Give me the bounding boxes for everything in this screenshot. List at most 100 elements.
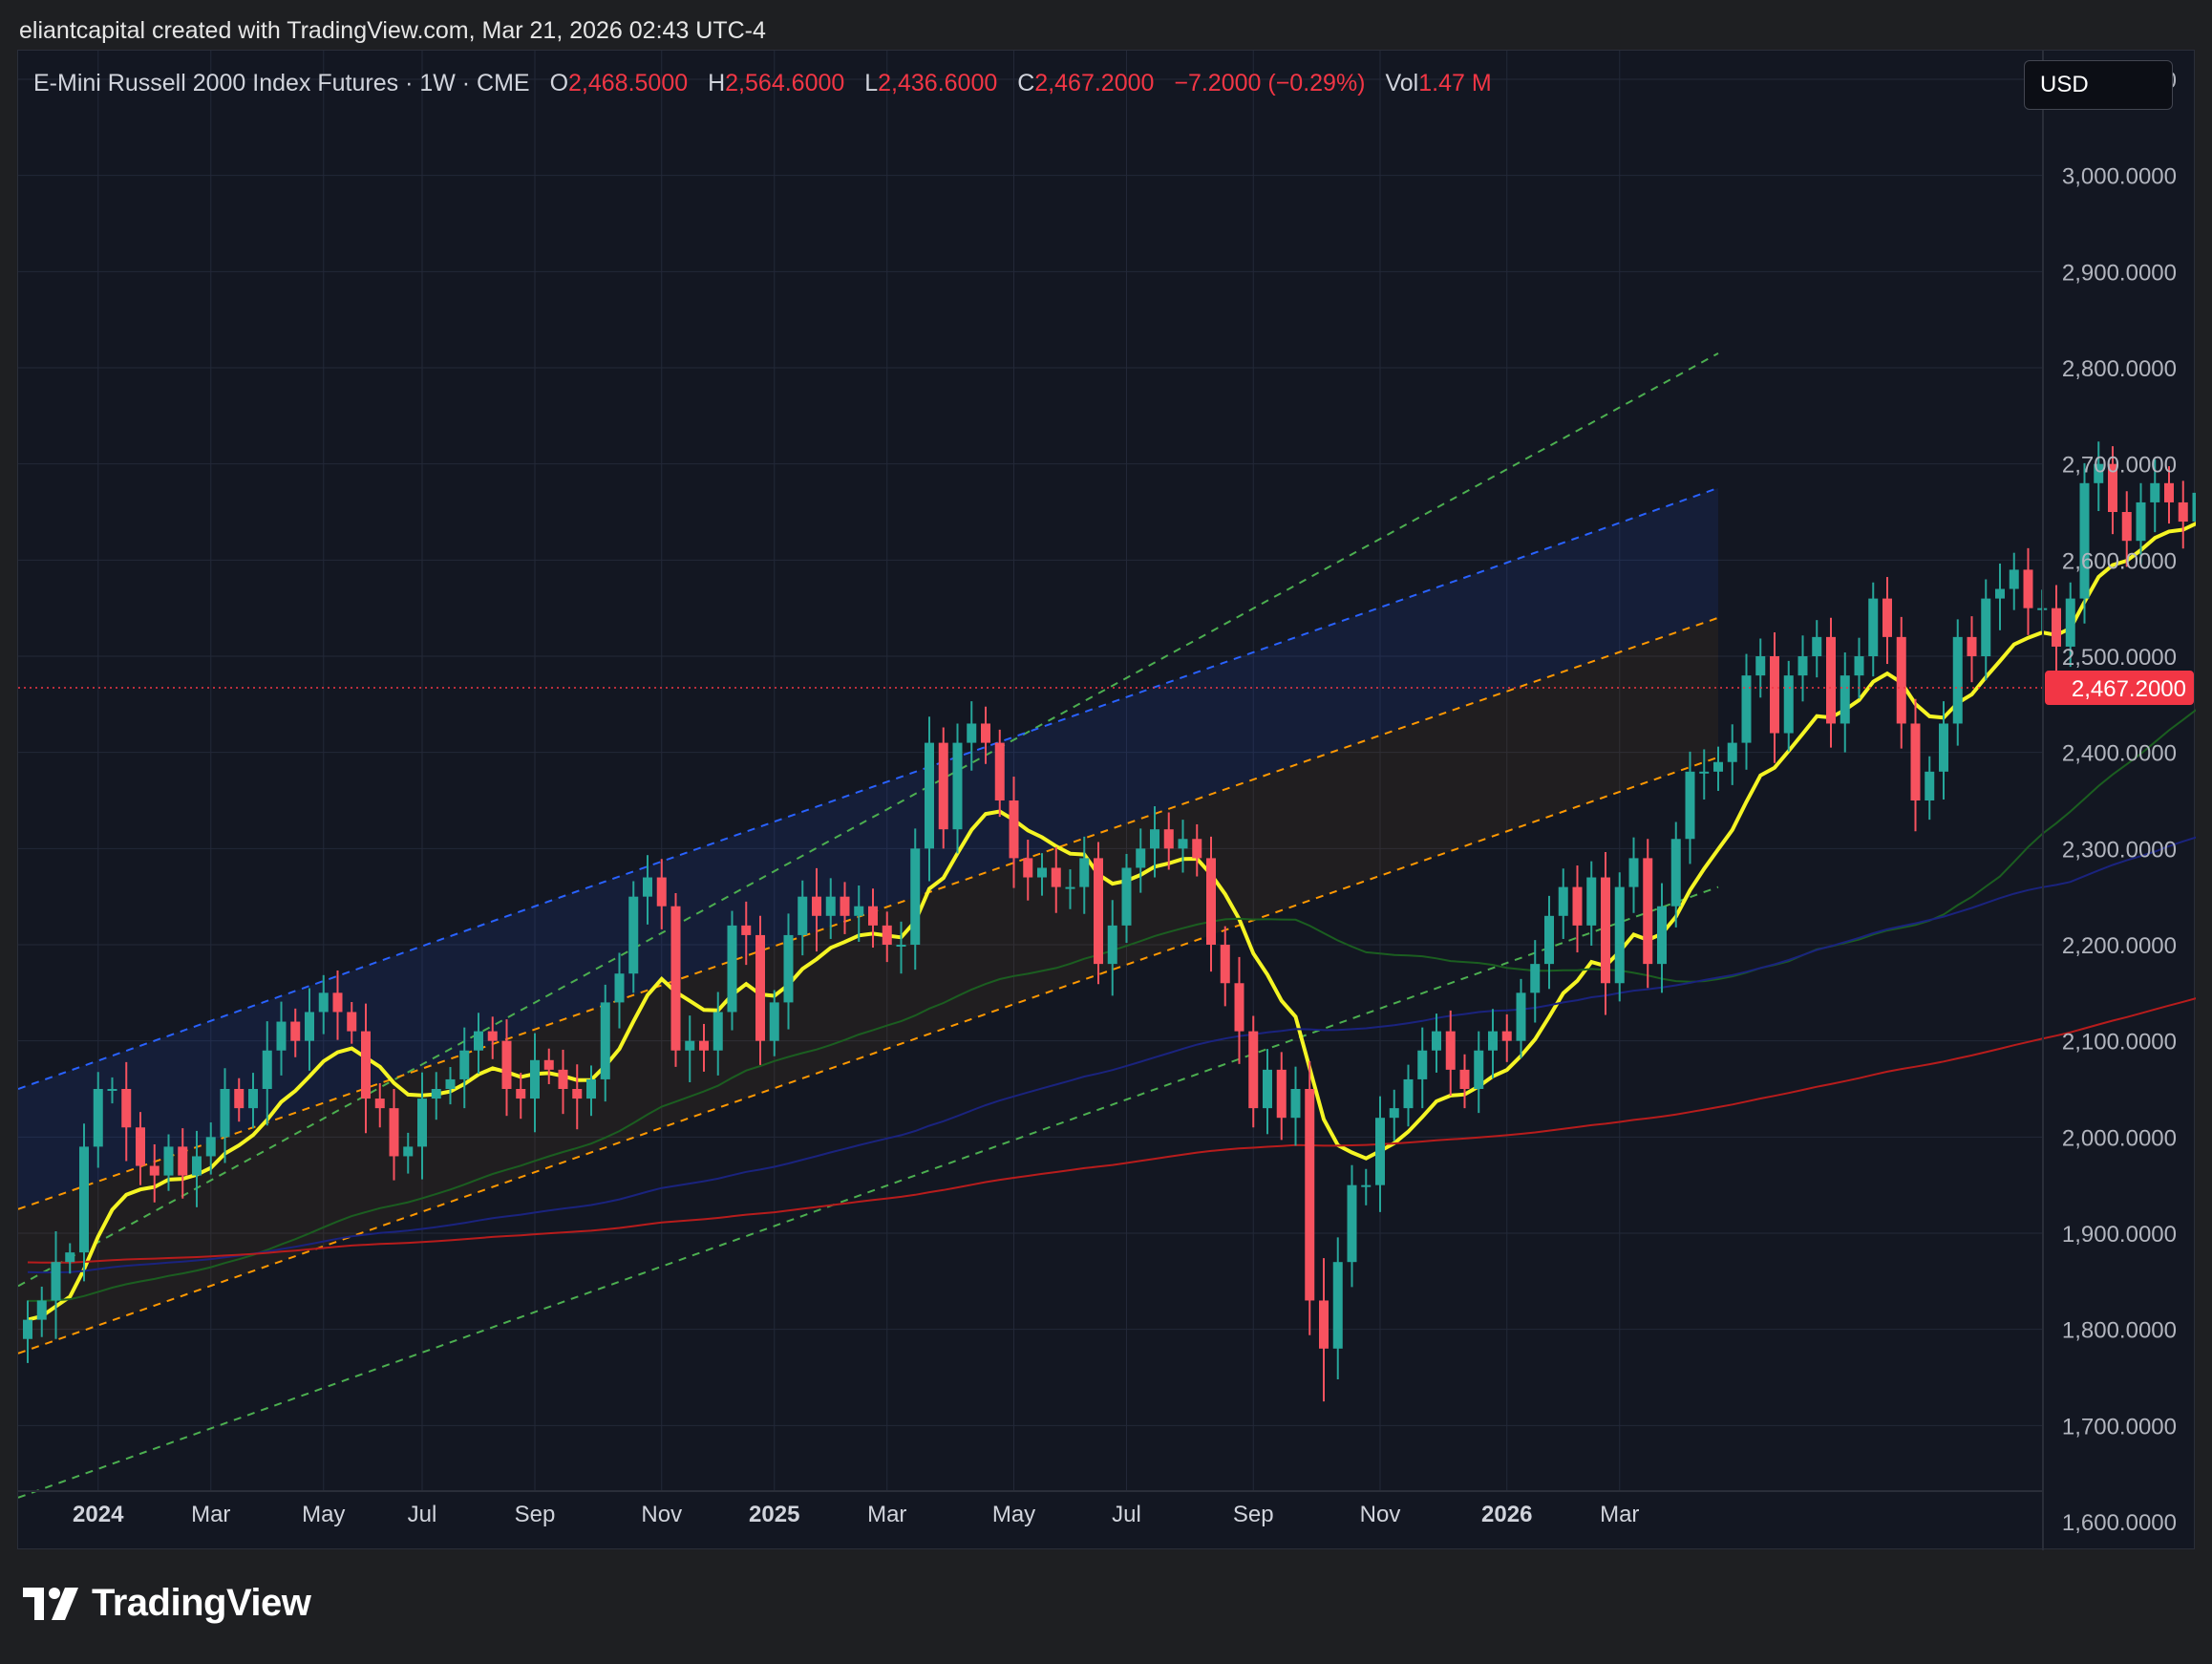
x-tick-label: Sep bbox=[515, 1502, 556, 1527]
candle-body bbox=[501, 1040, 512, 1089]
candle-body bbox=[713, 1012, 723, 1051]
moving-average-line bbox=[28, 709, 2196, 1302]
close-value: 2,467.2000 bbox=[1034, 70, 1155, 96]
candle-body bbox=[1910, 723, 1921, 800]
candlestick-chart[interactable]: 2,467.2000 3,100.00003,000.00002,900.000… bbox=[18, 51, 2196, 1550]
candle-body bbox=[1178, 839, 1188, 849]
y-tick-label: 2,400.0000 bbox=[2062, 741, 2177, 767]
channel-mid-fill bbox=[18, 617, 1718, 1354]
candle-body bbox=[276, 1021, 287, 1051]
low-key: L bbox=[864, 70, 879, 96]
candle-body bbox=[2108, 463, 2117, 512]
x-tick-label: 2025 bbox=[749, 1502, 799, 1527]
tradingview-logo: TradingView bbox=[23, 1582, 311, 1625]
candle-body bbox=[783, 934, 794, 1003]
candle-body bbox=[205, 1137, 216, 1157]
candle-body bbox=[967, 723, 977, 743]
candle-body bbox=[1163, 829, 1174, 849]
x-tick-label: May bbox=[302, 1502, 345, 1527]
candle-body bbox=[1601, 877, 1610, 984]
change-value: −7.2000 (−0.29%) bbox=[1174, 70, 1366, 96]
candle-body bbox=[2023, 569, 2033, 608]
candle-body bbox=[149, 1165, 160, 1176]
candle-body bbox=[1981, 598, 1991, 656]
candle-body bbox=[417, 1099, 427, 1147]
candle-body bbox=[798, 896, 808, 935]
y-tick-label: 2,100.0000 bbox=[2062, 1030, 2177, 1056]
candle-body bbox=[1417, 1050, 1428, 1079]
candle-body bbox=[741, 925, 752, 935]
candle-body bbox=[1347, 1184, 1357, 1263]
candle-body bbox=[868, 906, 878, 926]
candle-body bbox=[389, 1108, 399, 1157]
candle-body bbox=[487, 1031, 498, 1041]
candle-body bbox=[1614, 886, 1625, 984]
candle-body bbox=[459, 1050, 470, 1079]
candle-body bbox=[530, 1059, 540, 1099]
candle-body bbox=[543, 1059, 554, 1070]
candle-body bbox=[290, 1021, 301, 1041]
candle-body bbox=[1643, 858, 1653, 965]
candle-body bbox=[178, 1146, 188, 1176]
candle-body bbox=[332, 992, 343, 1013]
candle-body bbox=[1670, 839, 1681, 907]
candle-body bbox=[938, 742, 948, 830]
candle-body bbox=[2164, 482, 2174, 502]
candle-body bbox=[1234, 983, 1244, 1032]
candle-body bbox=[1488, 1031, 1498, 1051]
volume-key: Vol bbox=[1385, 70, 1419, 96]
chart-panel[interactable]: 2,467.2000 3,100.00003,000.00002,900.000… bbox=[17, 50, 2196, 1550]
candle-body bbox=[220, 1089, 230, 1138]
y-tick-label: 1,600.0000 bbox=[2062, 1510, 2177, 1536]
volume-value: 1.47 M bbox=[1418, 70, 1492, 96]
candle-body bbox=[628, 896, 639, 974]
candle-body bbox=[1121, 867, 1132, 926]
candle-body bbox=[600, 1002, 610, 1079]
candle-body bbox=[1094, 858, 1103, 965]
candle-body bbox=[1501, 1031, 1512, 1041]
y-tick-label: 2,600.0000 bbox=[2062, 548, 2177, 574]
candle-body bbox=[2009, 569, 2019, 589]
y-tick-label: 3,000.0000 bbox=[2062, 164, 2177, 190]
x-tick-label: Nov bbox=[1360, 1502, 1401, 1527]
candle-body bbox=[586, 1078, 596, 1099]
candle-body bbox=[685, 1040, 695, 1051]
candle-body bbox=[1107, 925, 1117, 965]
candle-body bbox=[2192, 492, 2196, 523]
y-tick-label: 1,800.0000 bbox=[2062, 1318, 2177, 1344]
x-tick-label: Mar bbox=[867, 1502, 906, 1527]
low-value: 2,436.6000 bbox=[878, 70, 998, 96]
candle-body bbox=[1572, 886, 1583, 926]
candle-body bbox=[1896, 636, 1906, 724]
candle-body bbox=[643, 877, 652, 897]
x-tick-label: Mar bbox=[191, 1502, 230, 1527]
candle-body bbox=[1558, 886, 1568, 916]
y-tick-label: 2,500.0000 bbox=[2062, 645, 2177, 671]
candle-body bbox=[65, 1252, 75, 1263]
candle-body bbox=[1854, 656, 1864, 676]
candle-body bbox=[1586, 877, 1597, 926]
candle-body bbox=[1276, 1069, 1287, 1119]
candle-body bbox=[2178, 501, 2188, 523]
candle-body bbox=[1783, 675, 1794, 734]
candle-body bbox=[727, 925, 737, 1013]
candle-body bbox=[305, 1012, 314, 1041]
candle-body bbox=[2065, 598, 2075, 647]
moving-average-line bbox=[27, 836, 2196, 1274]
candle-body bbox=[1403, 1078, 1414, 1109]
ohlc-legend: E-Mini Russell 2000 Index Futures · 1W ·… bbox=[33, 70, 1492, 97]
candle-body bbox=[670, 906, 681, 1051]
candle-body bbox=[1826, 636, 1836, 724]
candle-body bbox=[163, 1146, 174, 1176]
candle-body bbox=[1840, 675, 1850, 724]
x-tick-label: 2024 bbox=[73, 1502, 124, 1527]
currency-selector[interactable]: USD bbox=[2024, 60, 2173, 110]
y-tick-label: 2,200.0000 bbox=[2062, 933, 2177, 959]
symbol-label[interactable]: E-Mini Russell 2000 Index Futures · 1W ·… bbox=[33, 70, 530, 96]
candle-body bbox=[755, 934, 765, 1041]
candle-body bbox=[1628, 858, 1639, 887]
candle-body bbox=[1206, 858, 1216, 945]
candle-body bbox=[1685, 771, 1695, 840]
candle-body bbox=[1459, 1069, 1470, 1089]
candle-body bbox=[981, 723, 990, 743]
